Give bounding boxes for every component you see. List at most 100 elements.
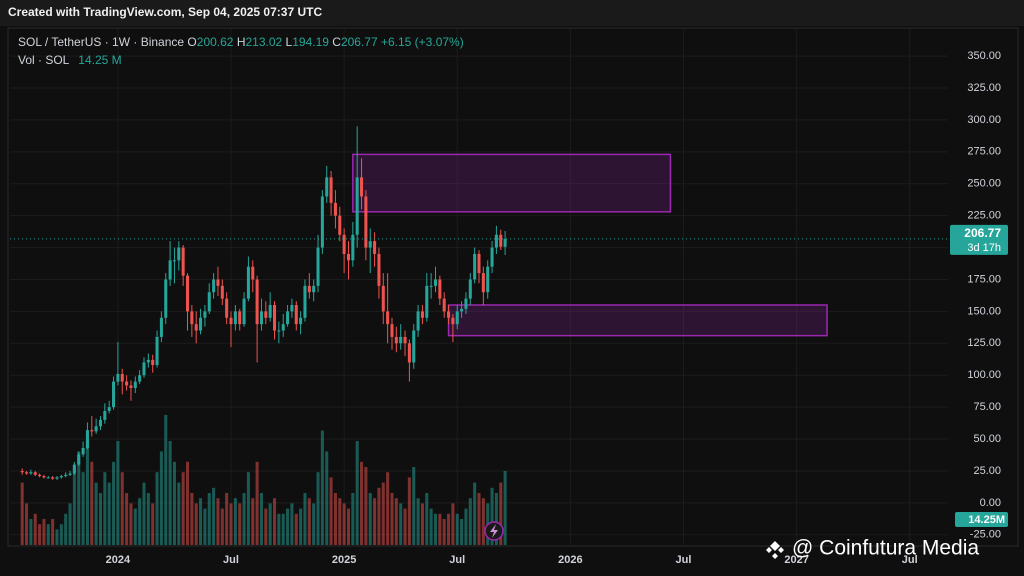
volume-bar <box>229 503 233 545</box>
candle-body <box>460 308 464 312</box>
candle-body <box>499 234 503 247</box>
candle-body <box>468 279 472 299</box>
candle-body <box>320 196 324 248</box>
candle-body <box>146 359 150 363</box>
y-tick-label: 50.00 <box>973 433 1001 445</box>
candle-body <box>155 336 159 366</box>
candle-body <box>377 253 381 286</box>
candle-body <box>129 385 133 388</box>
candle-body <box>464 298 468 309</box>
volume-bar <box>490 487 494 545</box>
volume-bar <box>255 461 259 545</box>
candle-body <box>346 253 351 261</box>
volume-bar <box>251 498 255 545</box>
volume-bar <box>225 493 229 545</box>
volume-bar <box>42 519 46 545</box>
candle-body <box>386 311 390 325</box>
candle-body <box>364 196 368 248</box>
volume-label: 14.25M <box>968 514 1005 526</box>
candle-body <box>394 336 398 344</box>
ohlc-value: 213.02 <box>245 35 283 49</box>
volume-bar <box>212 487 216 545</box>
y-tick-label: 150.00 <box>967 305 1001 317</box>
volume-bar <box>407 477 411 545</box>
volume-bar <box>368 493 372 545</box>
candle-body <box>355 177 359 235</box>
volume-bar <box>460 519 464 545</box>
volume-bar <box>425 493 429 545</box>
volume-bar <box>307 498 311 545</box>
volume-bar <box>98 493 103 545</box>
candle-body <box>229 317 233 325</box>
grid <box>10 28 948 545</box>
volume-bar <box>20 482 24 545</box>
candle-body <box>259 311 263 325</box>
candle-body <box>64 474 68 477</box>
candle-body <box>412 330 416 363</box>
candle-body <box>407 343 411 363</box>
candle-body <box>433 279 438 286</box>
candle-body <box>94 426 98 432</box>
candle-body <box>255 279 259 325</box>
volume-bar <box>416 498 420 545</box>
ohlc-value: 194.19 <box>292 35 329 49</box>
x-tick-label: Jul <box>902 554 918 566</box>
candle-body <box>116 373 120 382</box>
candle-body <box>142 362 146 376</box>
candle-body <box>20 470 24 473</box>
volume-bar <box>346 508 351 545</box>
volume-bar <box>242 493 246 545</box>
volume-layer <box>20 415 507 545</box>
candle-body <box>33 472 37 475</box>
volume-bar <box>325 451 329 545</box>
volume-bar <box>25 503 29 545</box>
volume-bar <box>442 519 446 545</box>
volume-bar <box>377 487 381 545</box>
volume-bar <box>194 503 198 545</box>
volume-bar <box>85 441 89 545</box>
candle-body <box>55 477 59 479</box>
alert-bolt <box>490 524 498 538</box>
volume-bar <box>438 513 442 545</box>
volume-bar <box>164 415 168 545</box>
candle-body <box>390 324 394 337</box>
candle-body <box>246 266 250 299</box>
volume-bar <box>155 472 159 545</box>
volume-bar <box>181 472 185 545</box>
volume-bar <box>433 513 438 545</box>
candle-body <box>25 472 29 474</box>
candle-body <box>212 279 216 293</box>
volume-bar <box>59 524 63 545</box>
volume-bar <box>142 482 146 545</box>
volume-label-box <box>955 512 1008 527</box>
zone-layer <box>352 153 828 337</box>
volume-bar <box>342 503 346 545</box>
candle-body <box>151 359 155 366</box>
volume-bar <box>199 498 203 545</box>
volume-bar <box>281 513 285 545</box>
candle-body <box>103 410 107 420</box>
chart-frame <box>7 27 1019 547</box>
volume-bar <box>55 529 59 545</box>
y-tick-label: 0.00 <box>980 497 1001 509</box>
volume-bar <box>81 472 85 545</box>
candle-body <box>272 305 277 331</box>
volume-bar <box>29 519 33 545</box>
x-tick-label: 2027 <box>784 554 808 566</box>
candle-body <box>38 474 42 477</box>
volume-bar <box>477 493 481 545</box>
candle-body <box>503 238 507 247</box>
candle-body <box>429 285 433 287</box>
volume-bar <box>272 498 277 545</box>
candle-body <box>299 317 303 325</box>
volume-bar <box>238 503 242 545</box>
volume-bar <box>373 498 377 545</box>
candle-body <box>133 381 137 388</box>
candle-body <box>225 298 229 318</box>
candle-body <box>112 381 116 408</box>
volume-bar <box>447 513 451 545</box>
ohlc-letter: L <box>285 35 293 49</box>
volume-bar <box>216 498 220 545</box>
